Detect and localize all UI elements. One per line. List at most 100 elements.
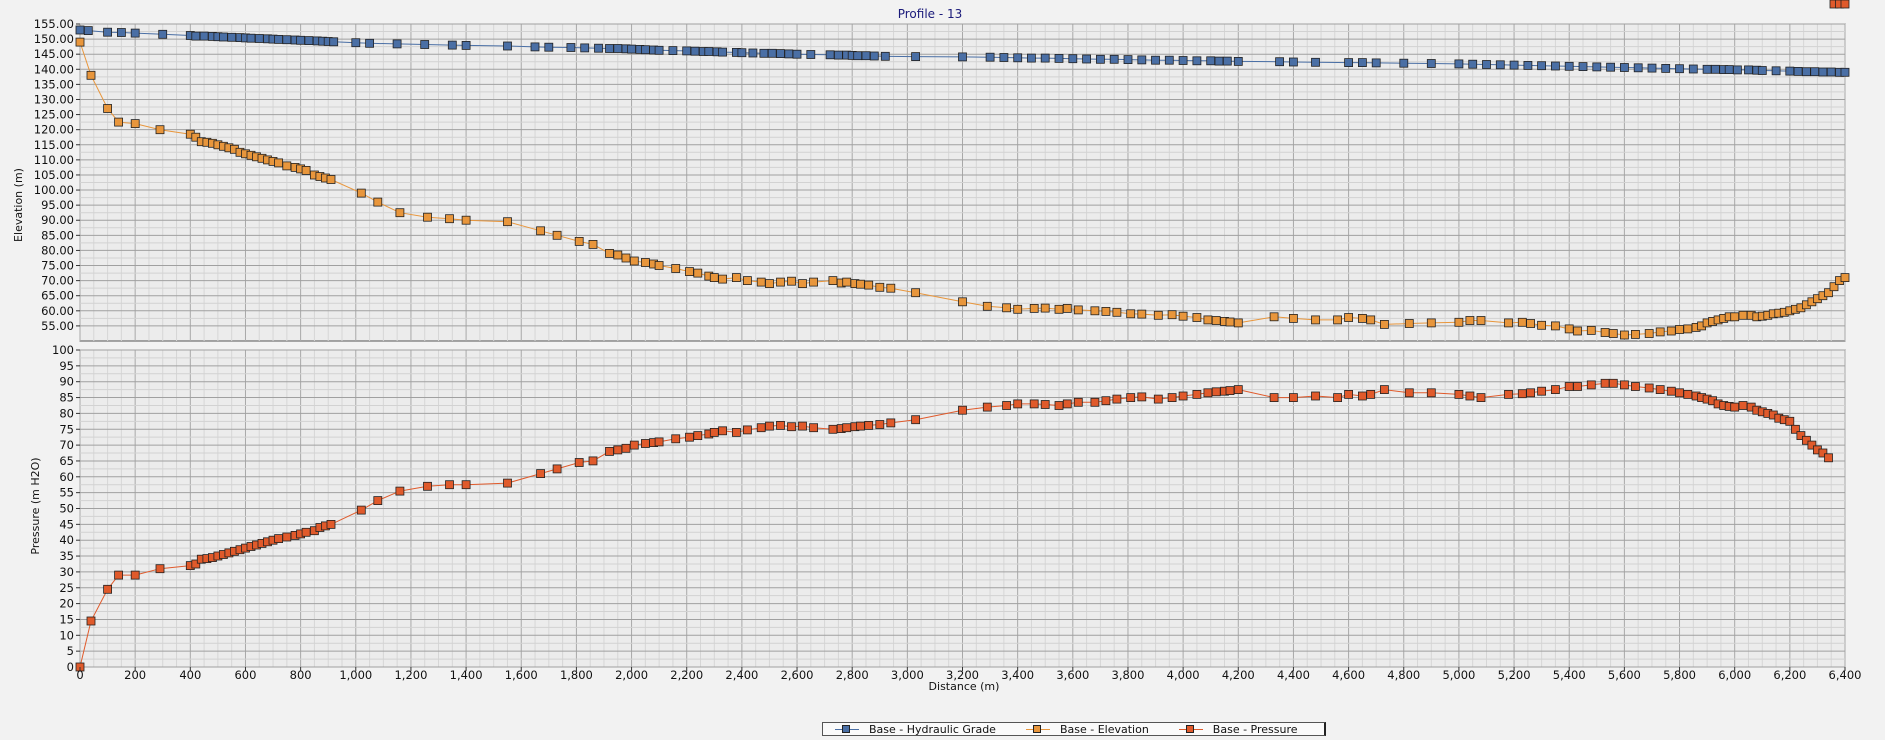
elevation-point [1608,329,1618,338]
hydraulic-grade-point [218,32,228,42]
hydraulic-grade-point [392,39,402,49]
elevation-point [1344,313,1353,322]
hydraulic-grade-point [1785,66,1795,76]
hydraulic-grade-point [1151,55,1160,65]
pressure-point [1040,400,1050,409]
legend-swatch-hydraulic-grade [835,724,859,734]
hydraulic-grade-point [1233,57,1243,66]
x-tick-label: 2,200 [670,668,703,682]
elevation-point [1675,325,1684,334]
elevation-point [461,215,471,225]
pressure-point [1426,388,1436,398]
y-tick-label: 25 [59,581,74,595]
pressure-point [1476,393,1486,403]
y-tick-label: 60.00 [41,304,74,318]
y-tick-label: 100 [52,343,74,357]
y-tick-label: 85 [59,391,74,405]
elevation-point [1840,273,1850,283]
elevation-point [1683,324,1693,334]
hydraulic-grade-point [1802,67,1811,77]
pressure-point [911,415,920,425]
pressure-point [1112,394,1122,404]
legend-item-pressure: Base - Pressure [1178,722,1298,736]
hydraulic-grade-point [1222,56,1232,66]
elevation-point [155,125,165,135]
y-tick-label: 55 [59,486,74,500]
pressure-point [1054,401,1064,410]
x-tick-label: 2,600 [781,668,814,682]
pressure-point [114,570,123,580]
hydraulic-grade-point [1068,54,1078,64]
hydraulic-grade-point [1123,55,1133,64]
x-tick-label: 2,800 [836,668,869,682]
hydraulic-grade-point [227,32,237,42]
elevation-point [1333,315,1342,325]
hydraulic-grade-point [329,37,339,47]
hydraulic-grade-point [1711,64,1720,74]
hydraulic-grade-point [1399,58,1409,68]
pressure-point [605,446,614,456]
hydraulic-grade-point [792,49,802,59]
legend-label-pressure: Base - Pressure [1212,722,1298,736]
pressure-point [1137,392,1147,402]
elevation-point [787,276,796,286]
y-tick-label: 65.00 [41,289,74,303]
y-tick-label: 50 [59,502,74,516]
y-tick-label: 15 [59,612,74,626]
elevation-point [1101,306,1111,316]
pressure-point [503,478,512,488]
elevation-point [1054,304,1064,314]
hydraulic-grade-point [613,44,623,53]
x-tick-label: 5,400 [1553,668,1586,682]
pressure-point [1840,0,1850,9]
hydraulic-grade-point [1206,56,1216,66]
hydraulic-grade-point [1578,62,1588,71]
elevation-point [776,277,785,287]
elevation-point [1233,318,1243,328]
hydraulic-grade-point [1771,66,1781,76]
pressure-point [536,469,545,479]
hydraulic-grade-point [1482,60,1491,69]
y-tick-label: 0 [67,660,74,674]
hydraulic-grade-point [1688,64,1698,74]
hydraulic-grade-point [274,35,284,44]
x-tick-label: 0 [76,668,83,682]
pressure-point [130,570,140,580]
hydraulic-grade-point [351,38,361,48]
x-tick-label: 400 [179,668,201,682]
elevation-point [856,279,865,289]
elevation-point [1112,307,1122,317]
pressure-point [1029,399,1039,409]
pressure-point [373,496,383,506]
elevation-point [982,301,992,311]
pressure-point [1211,387,1221,397]
elevation-point [1366,315,1376,325]
pressure-point [718,426,727,436]
x-tick-label: 600 [234,668,256,682]
hydraulic-grade-point [1675,64,1684,74]
legend-item-elevation: Base - Elevation [1025,723,1149,736]
pressure-point [282,532,292,542]
y-tick-label: 120.00 [34,123,74,137]
hydraulic-grade-point [103,27,112,37]
x-tick-label: 4,400 [1277,668,1310,682]
pressure-point [1358,391,1367,401]
hydraulic-grade-point [834,50,843,60]
x-tick-label: 4,800 [1387,668,1420,682]
elevation-point [718,274,727,284]
elevation-point [130,119,140,128]
elevation-point [709,273,719,283]
pressure-point [982,402,992,412]
legend-label-hydraulic-grade: Base - Hydraulic Grade [869,722,996,736]
elevation-point [395,208,405,218]
elevation-point [1404,319,1414,328]
y-tick-label: 105.00 [34,168,74,182]
pressure-point [1824,453,1833,463]
pressure-point [958,405,967,415]
hydraulic-grade-point [690,46,700,56]
elevation-point [536,226,545,236]
elevation-point [1738,310,1748,320]
hydraulic-grade-point [544,42,554,52]
elevation-point [732,273,741,283]
